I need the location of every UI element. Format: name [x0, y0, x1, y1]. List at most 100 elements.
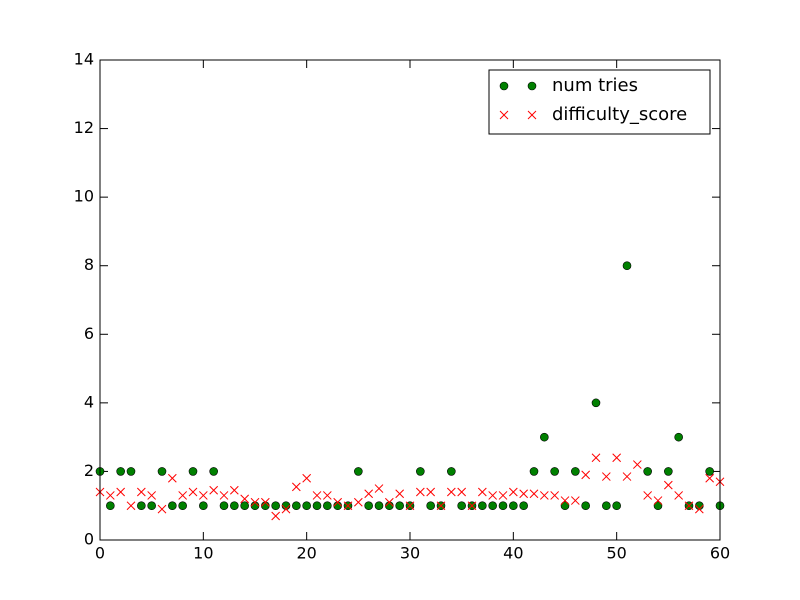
point — [229, 485, 239, 495]
y-tick-label: 6 — [84, 324, 94, 343]
x-tick-label: 50 — [606, 544, 626, 563]
point-stroke — [508, 487, 518, 497]
point — [116, 467, 125, 476]
point-stroke — [415, 487, 425, 497]
point — [416, 467, 425, 476]
point — [570, 496, 580, 505]
point-stroke — [178, 491, 188, 500]
legend-box — [488, 69, 711, 135]
point-stroke — [167, 473, 177, 483]
point — [653, 501, 663, 511]
point — [426, 501, 435, 511]
point — [643, 467, 652, 476]
point-stroke — [219, 491, 229, 500]
point — [188, 467, 198, 476]
point — [374, 484, 384, 493]
point-stroke — [384, 497, 394, 507]
point — [581, 470, 591, 480]
point-stroke — [198, 491, 208, 500]
point-stroke — [570, 496, 580, 505]
point — [488, 491, 498, 500]
point-stroke — [539, 491, 549, 500]
point-stroke — [136, 487, 146, 497]
point — [354, 467, 363, 476]
point — [240, 501, 249, 511]
point — [694, 504, 704, 514]
point-stroke — [694, 504, 704, 514]
point — [250, 497, 260, 507]
point — [602, 501, 611, 511]
point-stroke — [653, 496, 663, 505]
point-stroke — [157, 504, 167, 514]
y-tick-label: 10 — [74, 187, 94, 206]
point — [601, 472, 611, 481]
point-stroke — [684, 501, 694, 511]
point — [219, 501, 229, 511]
point — [188, 487, 198, 497]
point-stroke — [601, 472, 611, 481]
point-stroke — [105, 491, 115, 500]
point-stroke — [467, 501, 477, 511]
point — [271, 501, 280, 511]
point — [199, 501, 208, 511]
point — [581, 501, 590, 511]
point — [178, 491, 188, 500]
point — [705, 467, 714, 476]
point — [260, 497, 270, 507]
point — [478, 501, 487, 511]
point-stroke — [281, 504, 291, 514]
point — [136, 487, 146, 497]
point-stroke — [632, 460, 642, 469]
point-stroke — [519, 489, 529, 499]
point — [591, 398, 601, 408]
point — [323, 501, 332, 511]
point — [240, 494, 250, 504]
point — [477, 487, 487, 497]
point — [529, 467, 539, 476]
x-tick-label: 0 — [95, 544, 105, 563]
point — [498, 491, 508, 500]
point — [457, 501, 466, 511]
point — [137, 501, 146, 511]
point — [322, 491, 332, 500]
point — [436, 501, 446, 511]
point — [106, 501, 115, 511]
point — [527, 81, 537, 91]
point — [674, 432, 683, 442]
point — [291, 482, 301, 492]
point-stroke — [560, 496, 570, 505]
point — [178, 501, 187, 511]
y-tick-label: 0 — [84, 530, 94, 549]
x-tick-label: 20 — [296, 544, 316, 563]
point — [653, 496, 663, 505]
point — [167, 473, 177, 483]
point — [457, 487, 467, 497]
point — [632, 460, 642, 469]
y-tick-label: 8 — [84, 255, 94, 274]
point — [230, 501, 239, 511]
point — [395, 501, 404, 511]
point — [209, 467, 218, 476]
point-stroke — [312, 491, 322, 500]
point — [529, 489, 539, 499]
axes-frame — [99, 59, 721, 541]
point — [116, 487, 126, 497]
point — [499, 81, 509, 91]
point-stroke — [663, 480, 673, 490]
y-tick-label: 14 — [74, 50, 94, 69]
point — [126, 501, 136, 511]
point-stroke — [591, 453, 601, 463]
point-stroke — [499, 110, 509, 120]
point-stroke — [240, 494, 250, 504]
point-stroke — [291, 482, 301, 492]
point — [591, 453, 601, 463]
point — [157, 504, 167, 514]
point — [157, 467, 167, 476]
point — [519, 501, 528, 511]
point-stroke — [527, 110, 537, 120]
point-stroke — [209, 485, 219, 495]
point — [684, 501, 694, 511]
point-stroke — [529, 489, 539, 499]
point — [664, 467, 673, 476]
